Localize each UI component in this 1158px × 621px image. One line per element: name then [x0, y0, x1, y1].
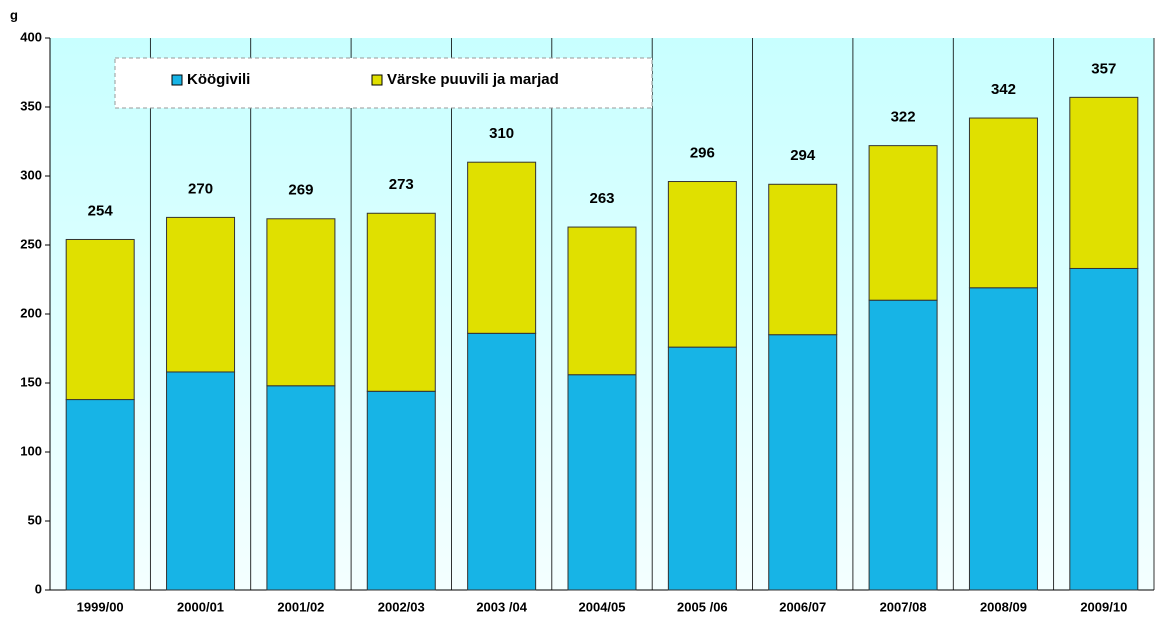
bar [467, 332, 537, 591]
x-tick-label: 2001/02 [277, 599, 324, 614]
total-label: 294 [790, 147, 816, 164]
x-tick-label: 2006/07 [779, 599, 826, 614]
legend-box [114, 57, 653, 109]
y-tick-label: 400 [20, 29, 42, 44]
bar [667, 346, 737, 591]
total-label: 263 [589, 190, 614, 207]
bar [968, 117, 1038, 289]
y-tick-label: 150 [20, 374, 42, 389]
x-tick-label: 2008/09 [980, 599, 1027, 614]
total-label: 270 [188, 180, 213, 197]
bar [65, 238, 135, 401]
x-tick-label: 2004/05 [579, 599, 626, 614]
bar [166, 371, 236, 591]
legend-label: Värske puuvili ja marjad [387, 71, 559, 88]
bar [768, 183, 838, 336]
total-label: 310 [489, 125, 514, 142]
bar [567, 374, 637, 591]
y-tick-label: 250 [20, 236, 42, 251]
bar [968, 287, 1038, 591]
total-label: 342 [991, 81, 1016, 98]
total-label: 296 [690, 144, 715, 161]
x-tick-label: 2007/08 [880, 599, 927, 614]
bar [768, 334, 838, 591]
legend-swatch [171, 74, 183, 86]
y-tick-label: 200 [20, 305, 42, 320]
x-tick-label: 2002/03 [378, 599, 425, 614]
bar [567, 226, 637, 376]
total-label: 269 [288, 182, 313, 199]
x-tick-label: 2000/01 [177, 599, 224, 614]
legend-label: Köögivili [187, 71, 250, 88]
x-tick-label: 2009/10 [1080, 599, 1127, 614]
bar [868, 299, 938, 591]
y-tick-label: 300 [20, 167, 42, 182]
bar [667, 181, 737, 348]
y-tick-label: 350 [20, 98, 42, 113]
bar [1069, 96, 1139, 269]
bar [366, 390, 436, 591]
y-tick-label: 0 [35, 581, 42, 596]
y-tick-label: 100 [20, 443, 42, 458]
bar [65, 399, 135, 591]
bar [266, 385, 336, 591]
total-label: 357 [1091, 60, 1116, 77]
bar [266, 218, 336, 387]
legend-swatch [371, 74, 383, 86]
total-label: 254 [88, 202, 114, 219]
bar [1069, 267, 1139, 591]
total-label: 322 [891, 109, 916, 126]
bar [166, 216, 236, 373]
y-axis-label: g [10, 7, 18, 22]
total-label: 273 [389, 176, 414, 193]
bar [366, 212, 436, 392]
x-tick-label: 1999/00 [77, 599, 124, 614]
bar [467, 161, 537, 334]
y-tick-label: 50 [28, 512, 42, 527]
x-tick-label: 2005 /06 [677, 599, 728, 614]
x-tick-label: 2003 /04 [476, 599, 527, 614]
bar [868, 145, 938, 301]
